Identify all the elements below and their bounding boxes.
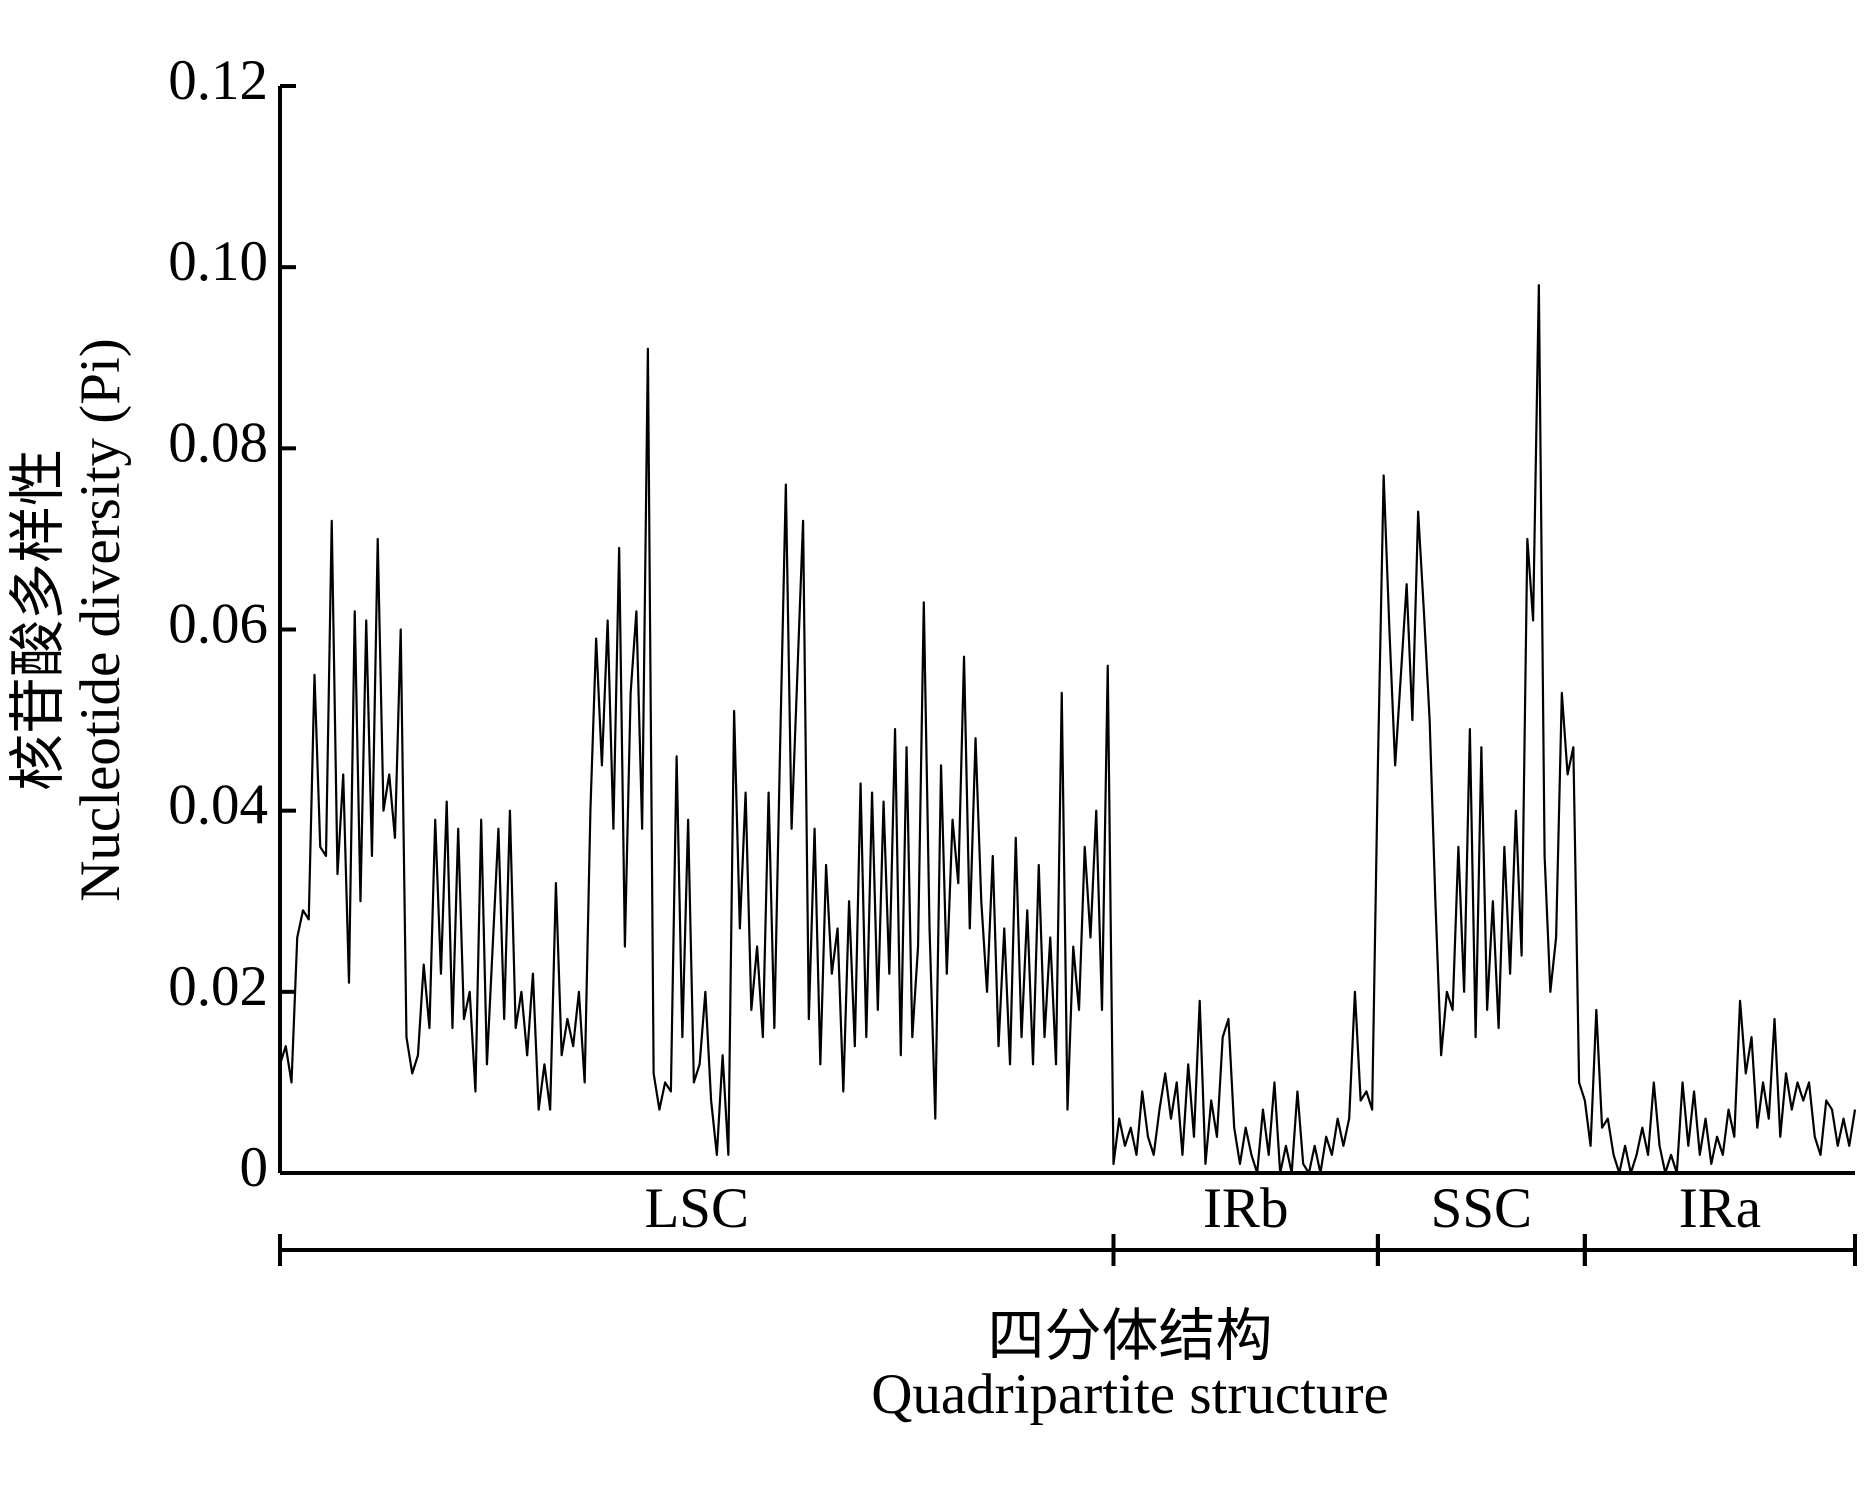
y-tick-label: 0.12 [168, 49, 268, 112]
region-label: IRa [1679, 1177, 1761, 1240]
x-title-cn: 四分体结构 [988, 1305, 1273, 1368]
y-tick-label: 0.06 [168, 593, 268, 656]
y-tick-label: 0.02 [168, 955, 268, 1018]
region-label: IRb [1203, 1177, 1289, 1240]
y-title-cn: 核苷酸多样性 [7, 449, 70, 791]
region-label: SSC [1431, 1177, 1532, 1240]
y-tick-label: 0 [240, 1136, 269, 1199]
y-title-en: Nucleotide diversity (Pi) [69, 338, 132, 902]
y-tick-label: 0.08 [168, 411, 268, 474]
region-label: LSC [644, 1177, 749, 1240]
x-title-en: Quadripartite structure [871, 1363, 1389, 1426]
y-title: 核苷酸多样性 Nucleotide diversity (Pi) [7, 338, 132, 902]
data-line [278, 284, 1857, 1175]
y-tick-label: 0.10 [168, 230, 268, 293]
y-tick-label: 0.04 [168, 774, 268, 837]
